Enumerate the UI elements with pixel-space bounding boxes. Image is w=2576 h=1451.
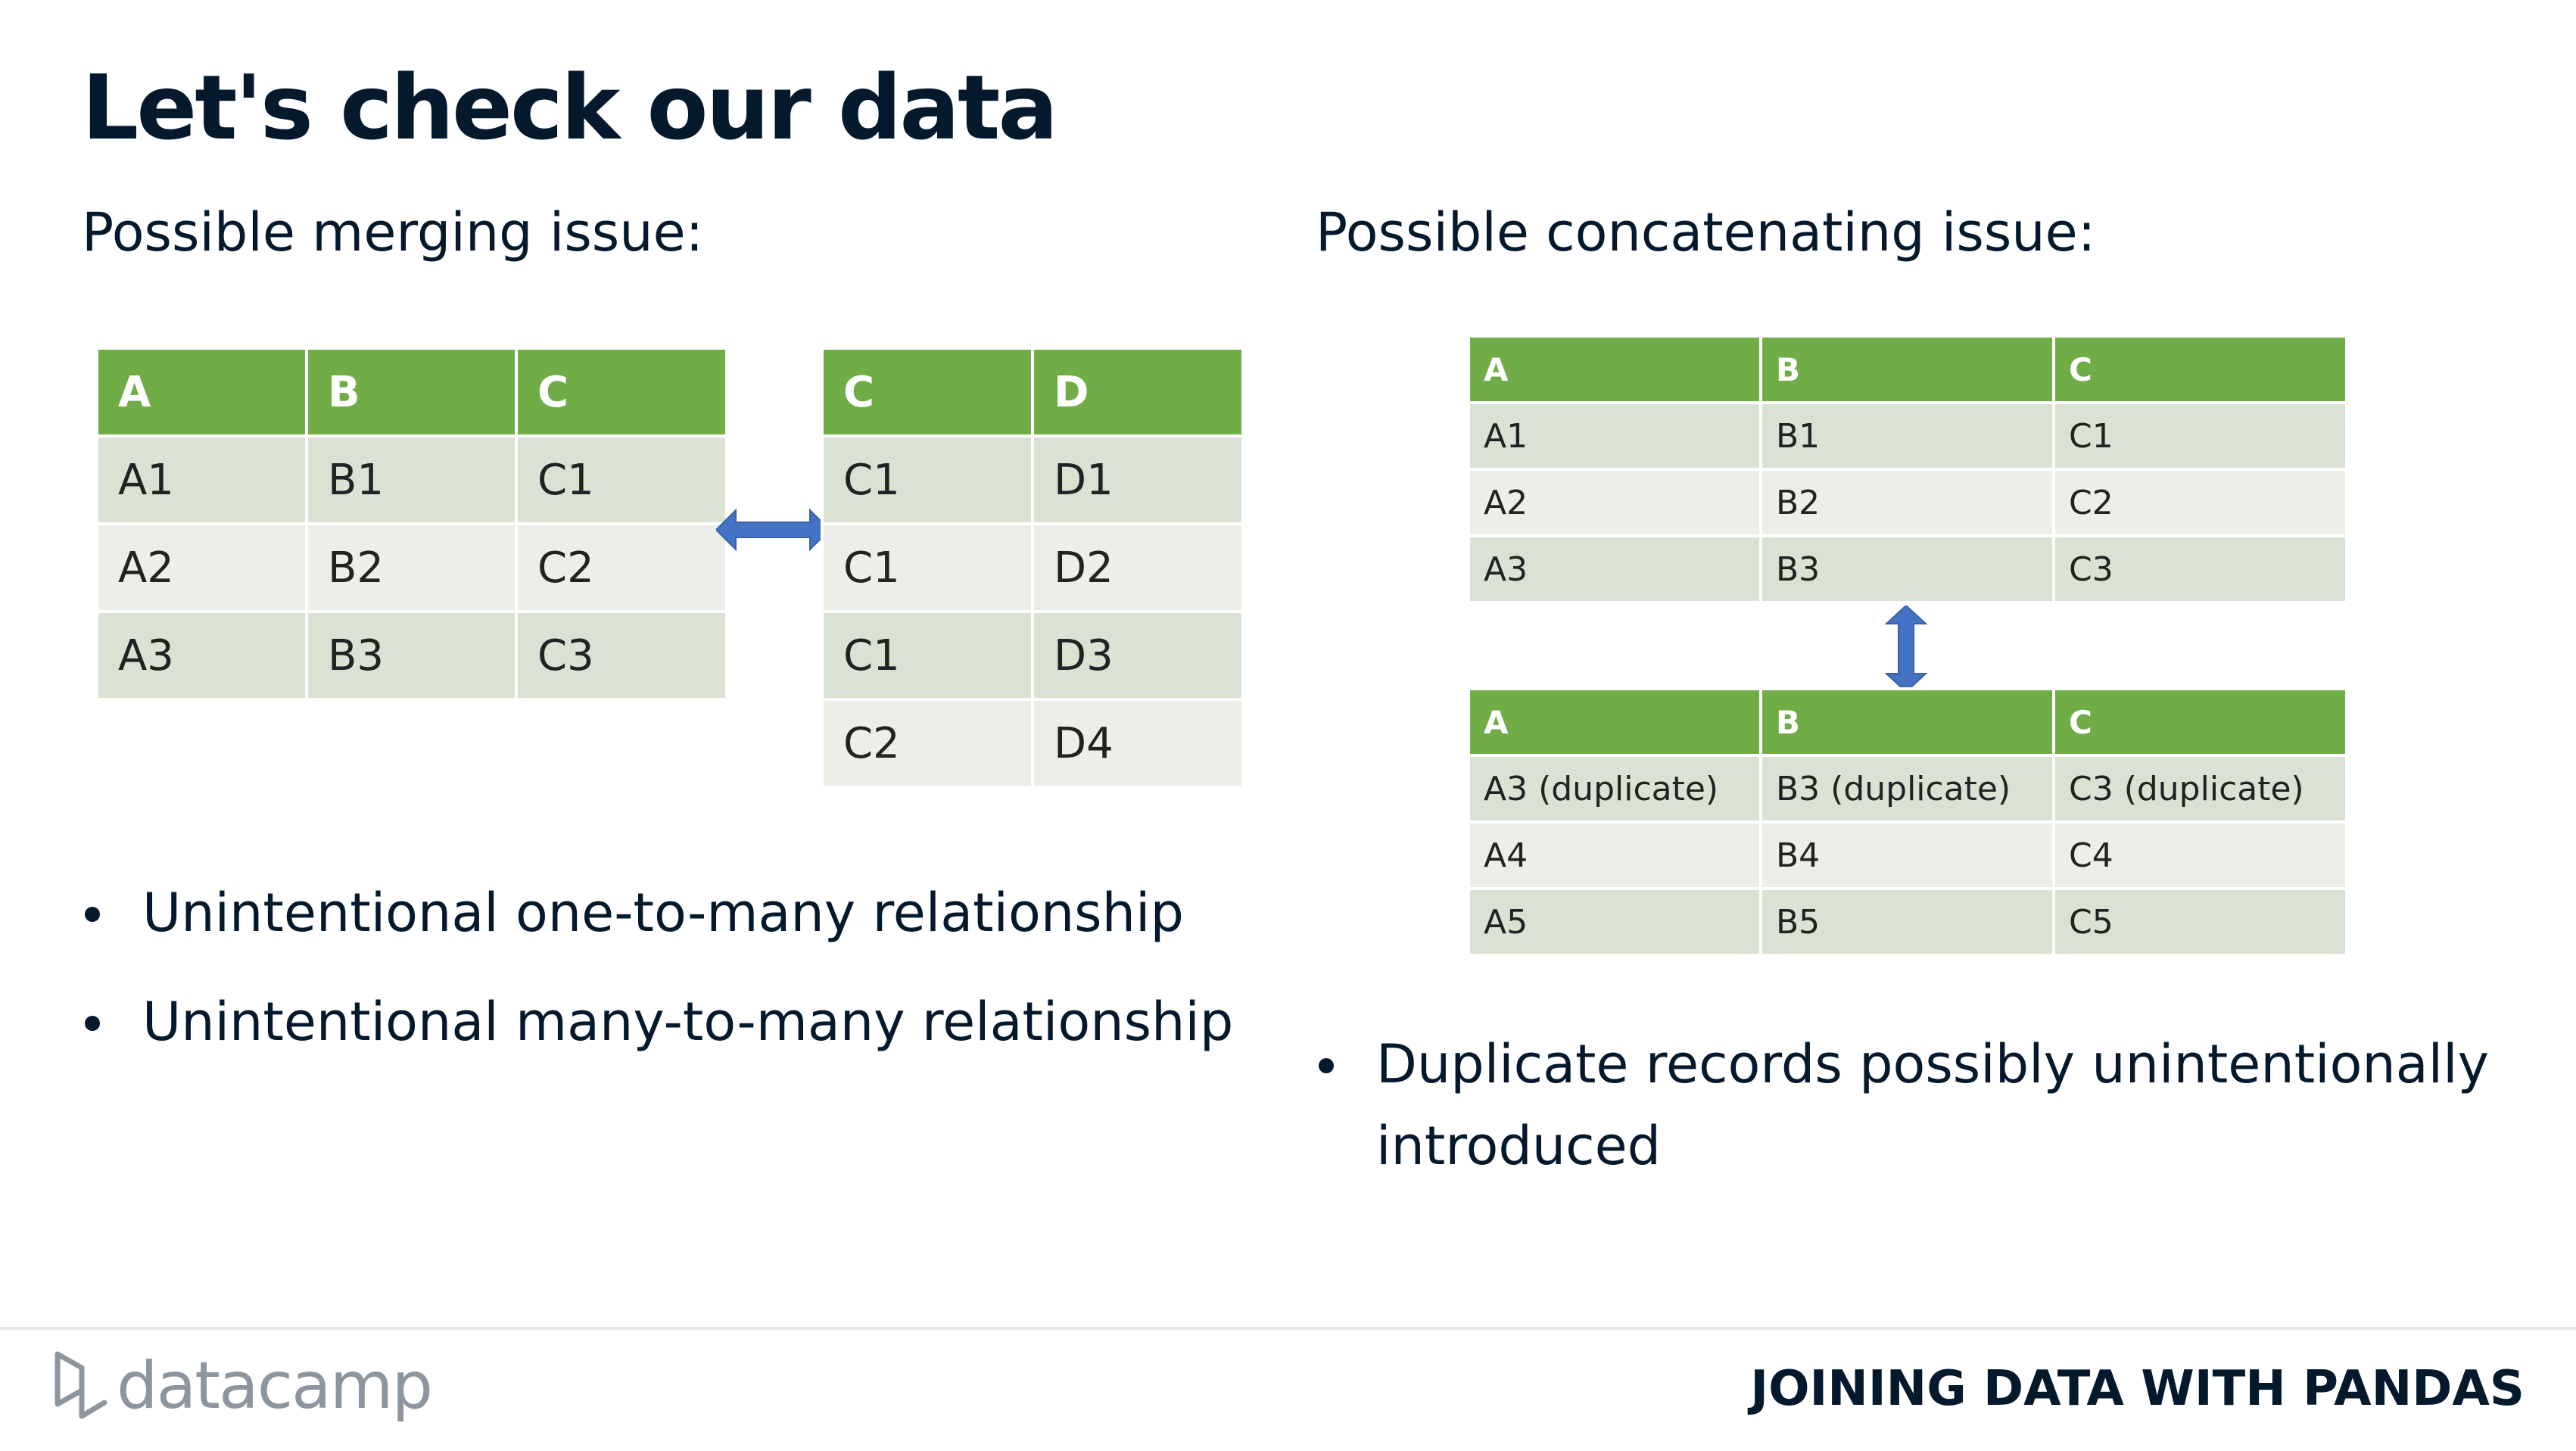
table-row: A2 B2 C2 bbox=[1467, 468, 2348, 537]
table-cell: C2 bbox=[2052, 468, 2348, 537]
table-cell: A3 bbox=[95, 610, 308, 701]
bullet-item: Unintentional one-to-many relationship bbox=[82, 872, 1263, 954]
table-row: C1 D1 bbox=[821, 434, 1244, 525]
table-cell: C1 bbox=[821, 434, 1034, 525]
merge-left-table: A B C A1 B1 C1 A2 B2 C2 A3 B3 C3 bbox=[95, 347, 728, 701]
table-cell: C3 bbox=[515, 610, 728, 701]
table-cell: C1 bbox=[821, 610, 1034, 701]
merging-bullet-list: Unintentional one-to-many relationship U… bbox=[82, 872, 1263, 1063]
table-cell: C5 bbox=[2052, 887, 2348, 957]
table-cell: C2 bbox=[821, 698, 1034, 789]
table-row: C1 D2 bbox=[821, 522, 1244, 613]
table-row: A3 (duplicate) B3 (duplicate) C3 (duplic… bbox=[1467, 754, 2348, 824]
table-cell: B4 bbox=[1759, 820, 2055, 890]
table-cell: A1 bbox=[1467, 401, 1762, 471]
column-header: C bbox=[2052, 335, 2348, 404]
table-row: A1 B1 C1 bbox=[95, 434, 728, 525]
concat-bottom-table: A B C A3 (duplicate) B3 (duplicate) C3 (… bbox=[1467, 687, 2348, 957]
table-row: C2 D4 bbox=[821, 698, 1244, 789]
table-cell: A3 bbox=[1467, 534, 1762, 604]
column-header: D bbox=[1031, 347, 1244, 437]
table-cell: B1 bbox=[305, 434, 518, 525]
footer-divider bbox=[0, 1327, 2576, 1330]
merge-right-table: C D C1 D1 C1 D2 C1 D3 C2 D4 bbox=[821, 347, 1244, 789]
table-cell: C2 bbox=[515, 522, 728, 613]
table-row: A3 B3 C3 bbox=[1467, 534, 2348, 604]
column-header: B bbox=[1759, 335, 2055, 404]
course-name: JOINING DATA WITH PANDAS bbox=[1750, 1361, 2525, 1417]
table-cell: D1 bbox=[1031, 434, 1244, 525]
column-header: A bbox=[1467, 687, 1762, 757]
table-row: A2 B2 C2 bbox=[95, 522, 728, 613]
table-cell: B3 bbox=[1759, 534, 2055, 604]
table-cell: C4 bbox=[2052, 820, 2348, 890]
table-cell: B1 bbox=[1759, 401, 2055, 471]
column-header: C bbox=[515, 347, 728, 437]
table-cell: B2 bbox=[1759, 468, 2055, 537]
double-arrow-horizontal-icon bbox=[716, 508, 830, 552]
bullet-item: Duplicate records possibly unintentional… bbox=[1316, 1023, 2497, 1187]
logo-text: datacamp bbox=[117, 1348, 433, 1424]
table-header-row: A B C bbox=[1467, 687, 2348, 757]
concat-top-table: A B C A1 B1 C1 A2 B2 C2 A3 B3 C3 bbox=[1467, 335, 2348, 604]
datacamp-logo-icon bbox=[55, 1351, 107, 1419]
column-header: A bbox=[1467, 335, 1762, 404]
table-cell: B3 (duplicate) bbox=[1759, 754, 2055, 824]
table-cell: A4 bbox=[1467, 820, 1762, 890]
table-cell: B2 bbox=[305, 522, 518, 613]
table-row: C1 D3 bbox=[821, 610, 1244, 701]
table-cell: A1 bbox=[95, 434, 308, 525]
table-cell: A5 bbox=[1467, 887, 1762, 957]
merging-issue-heading: Possible merging issue: bbox=[82, 201, 704, 263]
table-cell: C1 bbox=[821, 522, 1034, 613]
double-arrow-vertical-icon bbox=[1884, 606, 1928, 692]
table-row: A1 B1 C1 bbox=[1467, 401, 2348, 471]
table-cell: C3 bbox=[2052, 534, 2348, 604]
table-cell: D3 bbox=[1031, 610, 1244, 701]
table-cell: C3 (duplicate) bbox=[2052, 754, 2348, 824]
column-header: C bbox=[2052, 687, 2348, 757]
table-row: A4 B4 C4 bbox=[1467, 820, 2348, 890]
table-row: A3 B3 C3 bbox=[95, 610, 728, 701]
table-cell: C1 bbox=[515, 434, 728, 525]
table-cell: B3 bbox=[305, 610, 518, 701]
column-header: B bbox=[1759, 687, 2055, 757]
table-cell: D2 bbox=[1031, 522, 1244, 613]
concatenating-issue-heading: Possible concatenating issue: bbox=[1316, 201, 2096, 263]
bullet-item: Unintentional many-to-many relationship bbox=[82, 981, 1263, 1063]
column-header: B bbox=[305, 347, 518, 437]
column-header: C bbox=[821, 347, 1034, 437]
table-cell: A2 bbox=[1467, 468, 1762, 537]
table-cell: A2 bbox=[95, 522, 308, 613]
concatenating-bullet-list: Duplicate records possibly unintentional… bbox=[1316, 1023, 2497, 1187]
column-header: A bbox=[95, 347, 308, 437]
table-cell: D4 bbox=[1031, 698, 1244, 789]
table-header-row: A B C bbox=[95, 347, 728, 437]
table-header-row: A B C bbox=[1467, 335, 2348, 404]
datacamp-logo: datacamp bbox=[51, 1344, 433, 1428]
table-cell: A3 (duplicate) bbox=[1467, 754, 1762, 824]
table-cell: B5 bbox=[1759, 887, 2055, 957]
table-header-row: C D bbox=[821, 347, 1244, 437]
table-cell: C1 bbox=[2052, 401, 2348, 471]
table-row: A5 B5 C5 bbox=[1467, 887, 2348, 957]
slide-title: Let's check our data bbox=[82, 55, 1058, 160]
